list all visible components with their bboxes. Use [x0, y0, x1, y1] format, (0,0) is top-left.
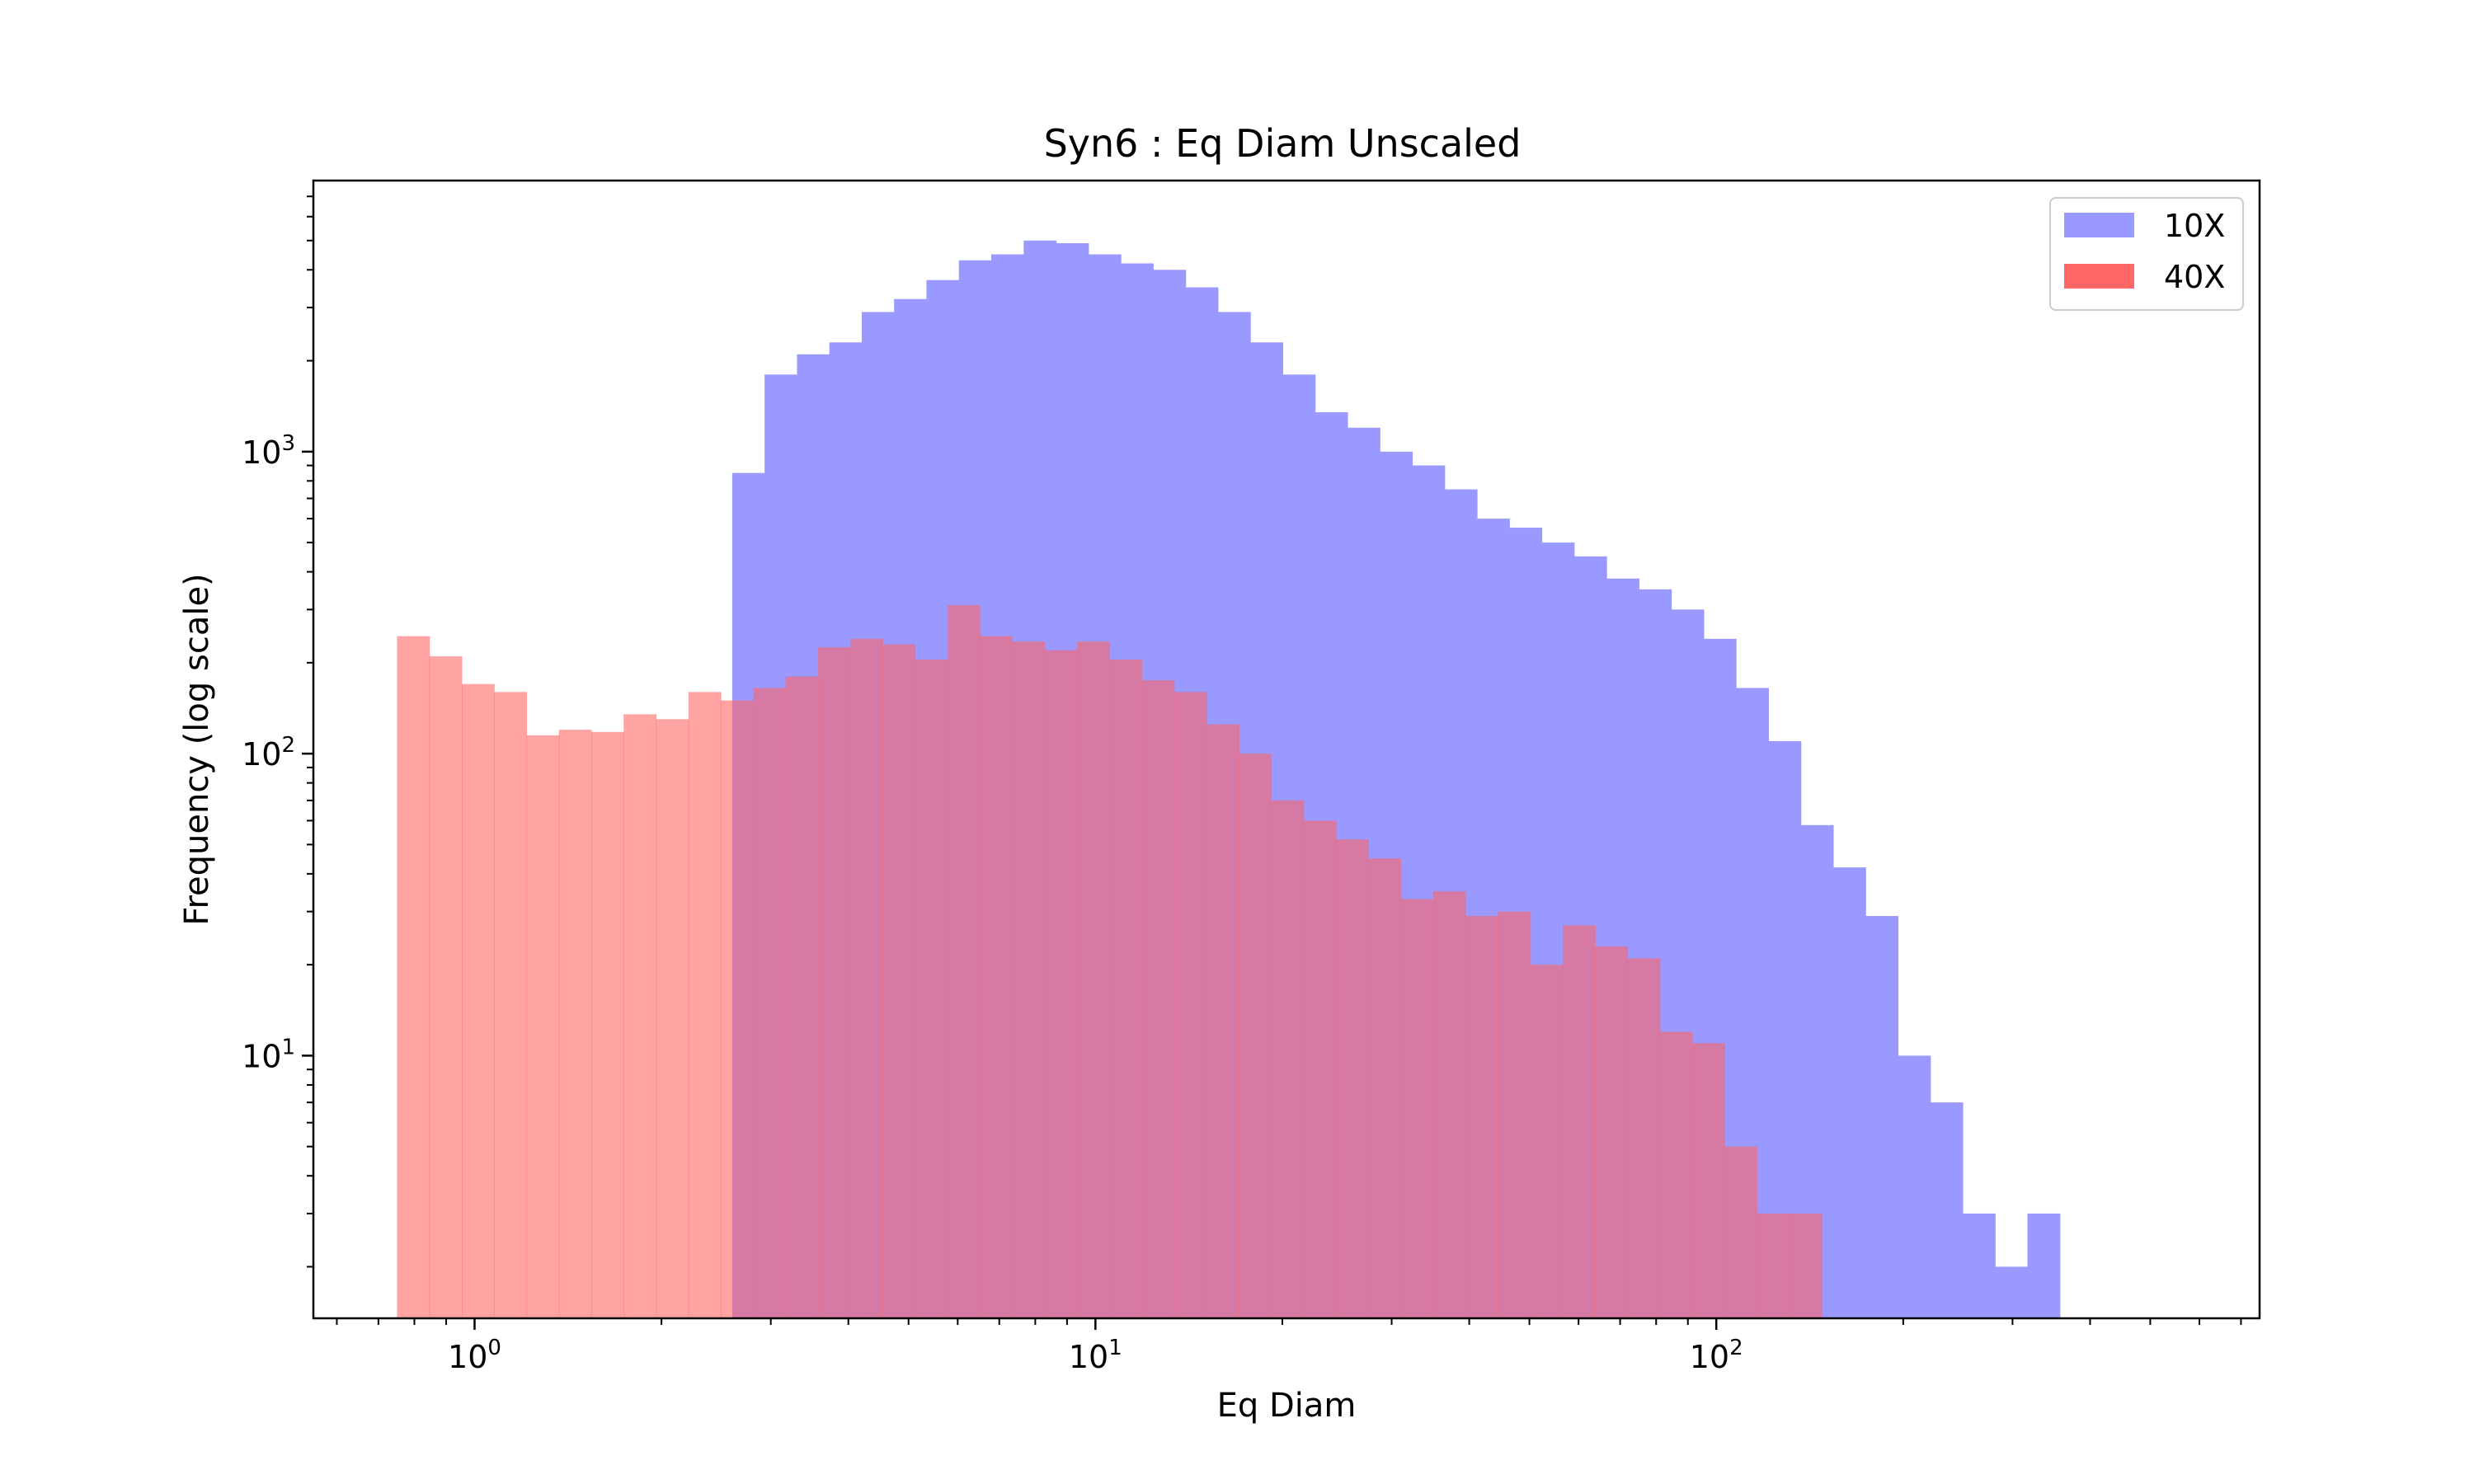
x-tick-exponent: 2	[1729, 1336, 1743, 1360]
plot-frame	[312, 179, 2261, 1320]
bar-40x-33	[1465, 916, 1499, 1318]
bar-10x-35	[1865, 916, 1899, 1318]
x-tick-base: 10	[1690, 1339, 1729, 1375]
bar-40x-37	[1595, 946, 1629, 1318]
legend-label-10x: 10X	[2164, 208, 2225, 244]
bar-10x-40	[2027, 1213, 2061, 1318]
y-tick-label: 102	[242, 733, 295, 773]
bars-layer	[397, 240, 2061, 1319]
bar-10x-38	[1962, 1213, 1996, 1318]
bar-40x-15	[882, 644, 916, 1318]
bar-40x-38	[1627, 958, 1661, 1318]
bar-40x-34	[1498, 911, 1531, 1318]
bar-40x-39	[1659, 1031, 1693, 1318]
legend-label-40x: 40X	[2164, 259, 2225, 295]
bar-40x-8	[656, 719, 689, 1318]
bar-40x-0	[397, 636, 430, 1318]
bar-40x-6	[591, 731, 624, 1318]
bar-40x-36	[1562, 925, 1596, 1318]
bar-40x-10	[721, 700, 754, 1318]
bar-40x-26	[1239, 754, 1272, 1318]
bar-40x-5	[558, 730, 592, 1318]
bar-40x-27	[1271, 800, 1305, 1318]
bar-40x-11	[753, 688, 787, 1318]
bar-40x-4	[526, 735, 560, 1318]
bar-40x-42	[1757, 1213, 1790, 1318]
bar-40x-18	[980, 636, 1014, 1318]
legend: 10X 40X	[2049, 197, 2244, 311]
bar-40x-21	[1076, 641, 1110, 1318]
y-tick-base: 10	[242, 736, 281, 773]
bar-10x-36	[1898, 1055, 1931, 1318]
bar-40x-12	[785, 676, 819, 1318]
x-axis-label: Eq Diam	[1217, 1387, 1357, 1425]
bar-40x-29	[1336, 839, 1369, 1318]
y-axis-label: Frequency (log scale)	[178, 573, 216, 925]
bar-40x-16	[915, 659, 948, 1318]
x-tick-label: 101	[1069, 1336, 1122, 1375]
bar-40x-9	[688, 692, 722, 1318]
bar-40x-30	[1368, 858, 1402, 1318]
bar-40x-31	[1400, 899, 1434, 1318]
bar-40x-24	[1174, 692, 1207, 1318]
bar-10x-39	[1995, 1266, 2029, 1318]
x-tick-label: 100	[448, 1336, 501, 1375]
x-tick-base: 10	[1069, 1339, 1108, 1375]
bar-40x-25	[1206, 724, 1239, 1318]
chart-title: Syn6 : Eq Diam Unscaled	[1044, 121, 1522, 166]
x-tick-exponent: 1	[1108, 1336, 1122, 1360]
bar-40x-13	[817, 647, 851, 1318]
bar-40x-20	[1044, 650, 1078, 1318]
bar-40x-7	[623, 714, 657, 1318]
legend-swatch-40x	[2064, 264, 2134, 289]
bar-40x-2	[461, 683, 495, 1318]
bar-40x-40	[1692, 1043, 1725, 1318]
y-tick-exponent: 2	[281, 733, 295, 758]
x-tick-label: 102	[1690, 1336, 1743, 1375]
x-tick-base: 10	[448, 1339, 487, 1375]
bar-10x-37	[1930, 1102, 1964, 1318]
bar-40x-17	[947, 605, 981, 1318]
y-tick-exponent: 3	[281, 431, 295, 456]
bar-40x-22	[1109, 659, 1143, 1318]
legend-swatch-10x	[2064, 213, 2134, 237]
y-tick-base: 10	[242, 434, 281, 471]
bar-40x-3	[494, 692, 528, 1318]
y-tick-label: 103	[242, 431, 295, 471]
series-40x	[397, 605, 1823, 1318]
bar-40x-35	[1530, 965, 1564, 1318]
bar-40x-1	[429, 656, 463, 1318]
x-tick-exponent: 0	[487, 1336, 501, 1360]
bar-40x-14	[850, 638, 883, 1318]
bar-40x-43	[1789, 1213, 1823, 1318]
bar-10x-34	[1832, 867, 1866, 1318]
x-axis-ticks: 100 101 102	[336, 1318, 2242, 1375]
bar-40x-23	[1141, 680, 1175, 1318]
y-tick-base: 10	[242, 1038, 281, 1074]
bar-40x-19	[1012, 641, 1046, 1318]
y-tick-exponent: 1	[281, 1035, 295, 1059]
bar-40x-32	[1432, 891, 1466, 1318]
bar-40x-28	[1303, 820, 1337, 1318]
bar-40x-41	[1724, 1146, 1758, 1318]
y-tick-label: 101	[242, 1035, 295, 1074]
